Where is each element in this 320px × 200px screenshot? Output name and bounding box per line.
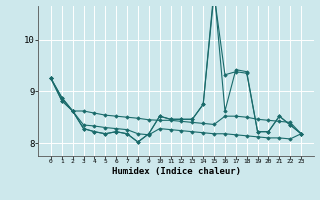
X-axis label: Humidex (Indice chaleur): Humidex (Indice chaleur) (111, 167, 241, 176)
